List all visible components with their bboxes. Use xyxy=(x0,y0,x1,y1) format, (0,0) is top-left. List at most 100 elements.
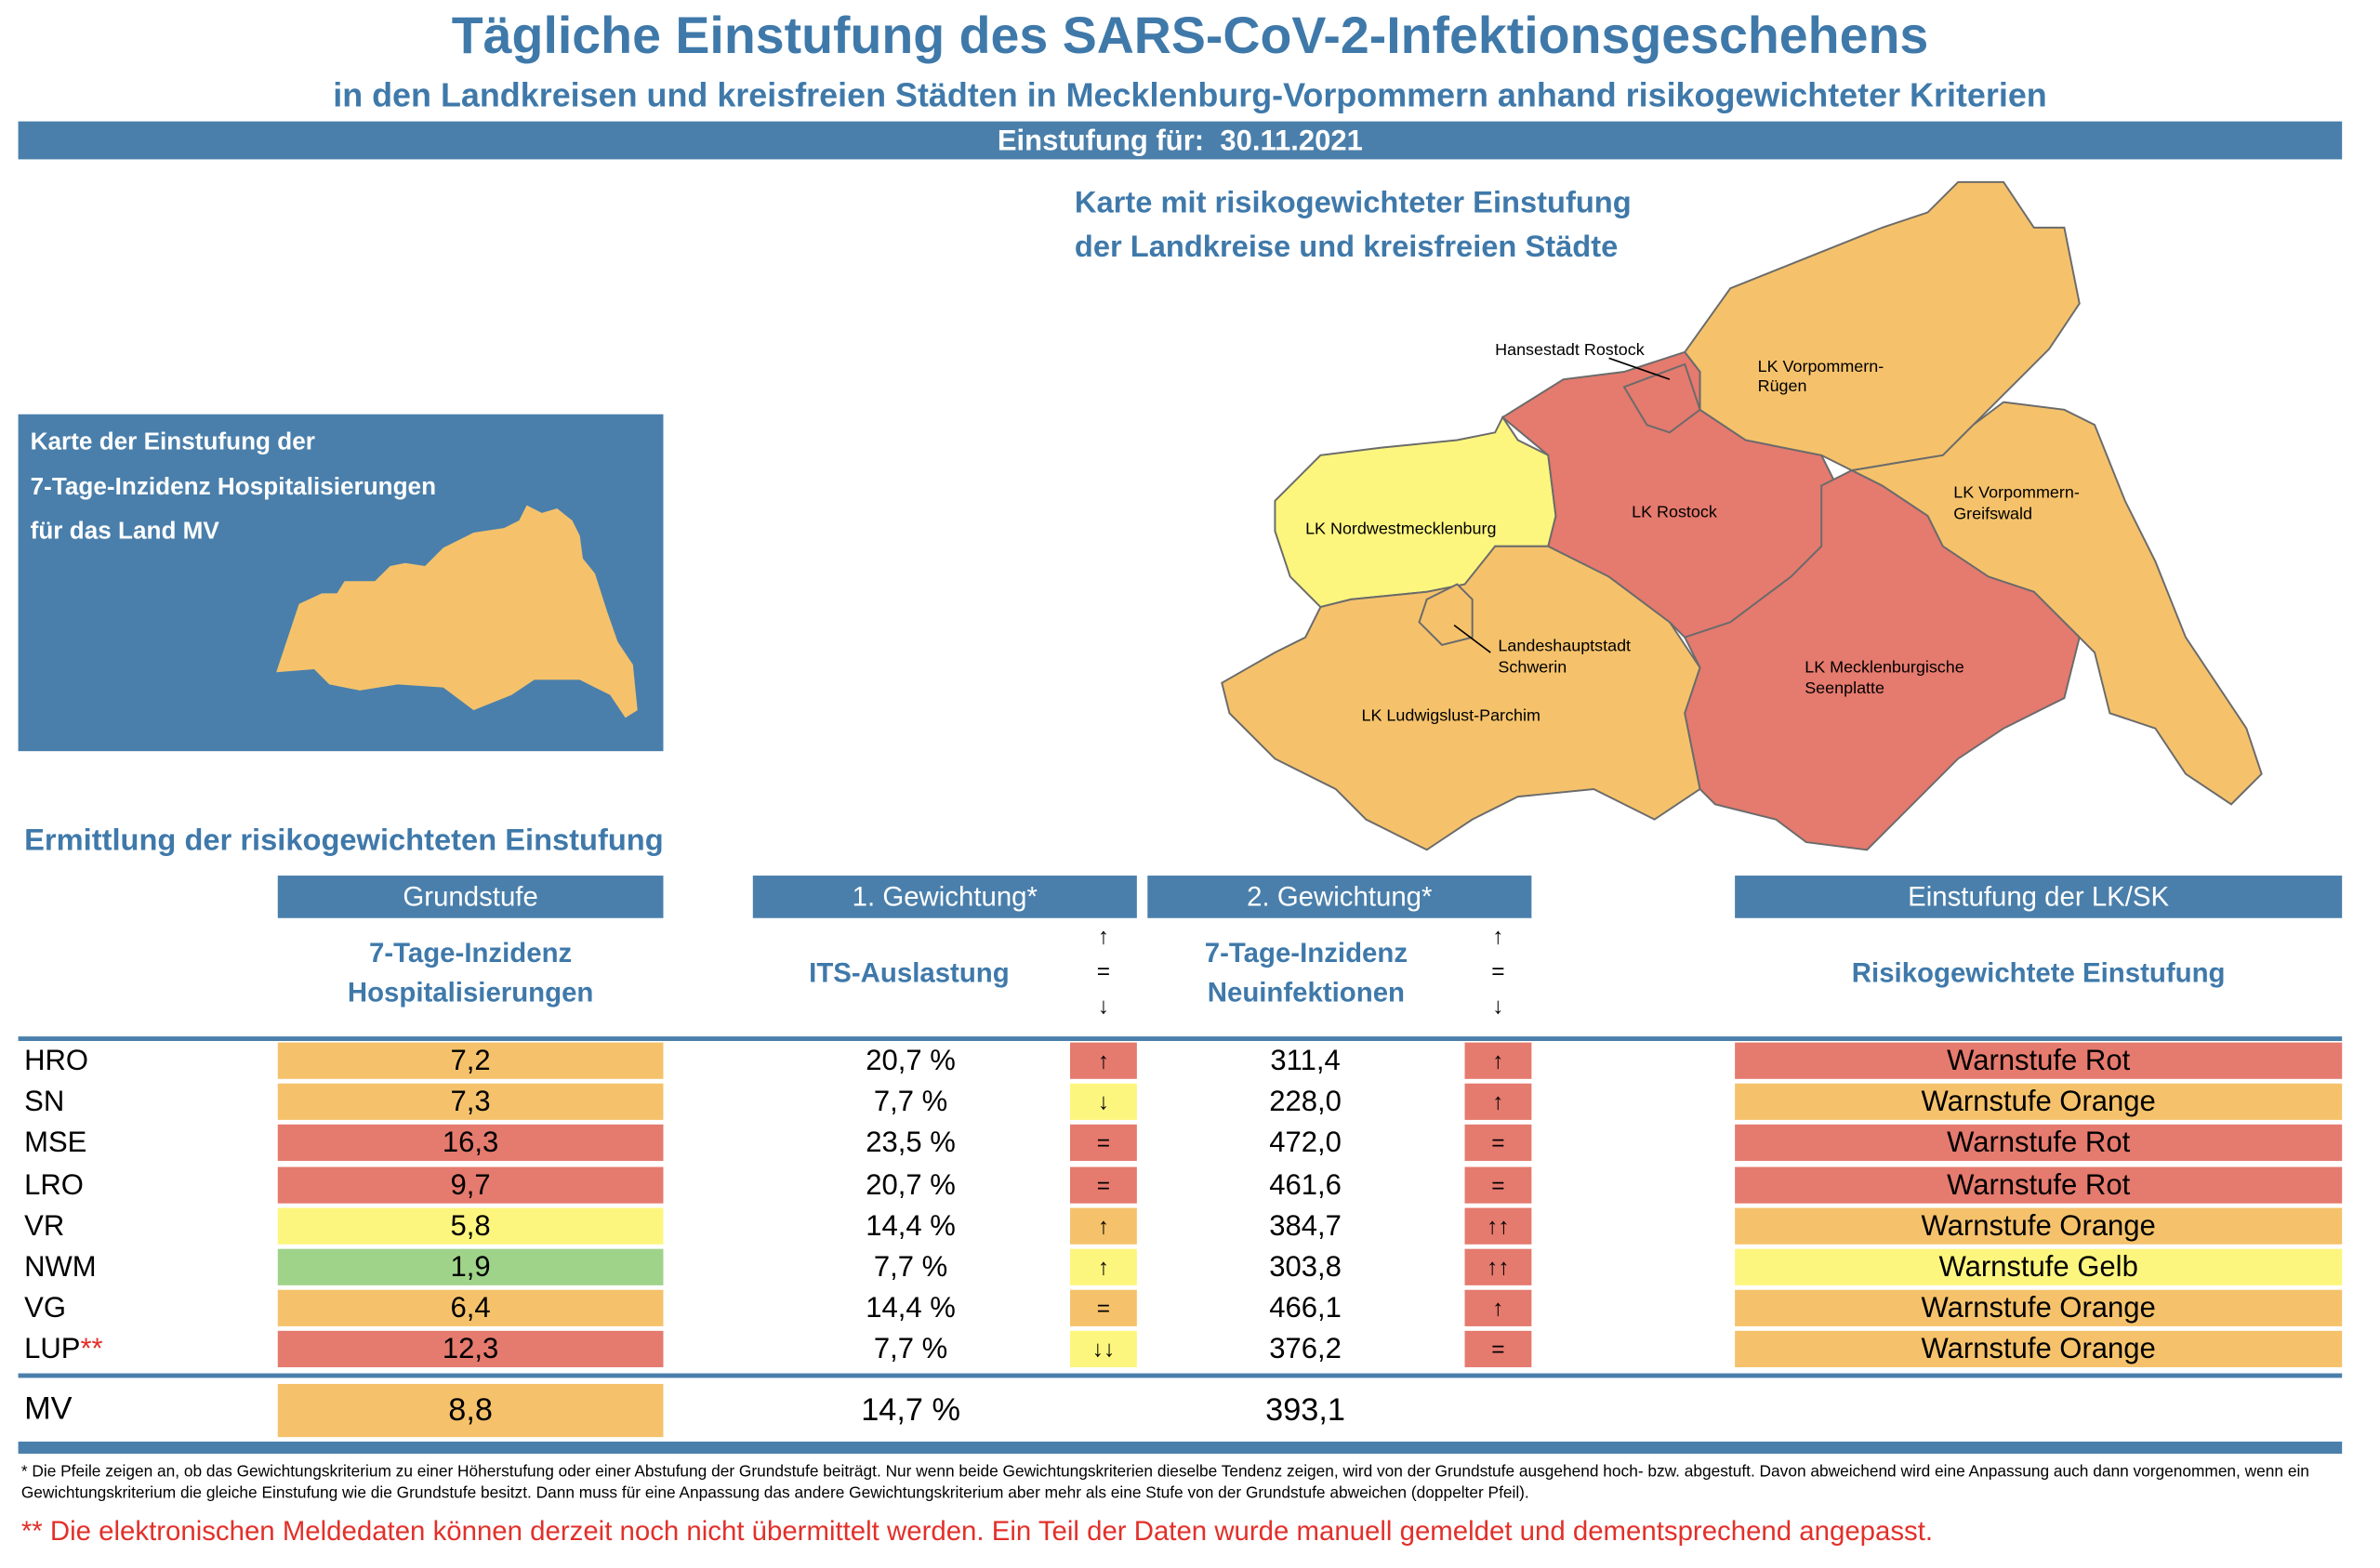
subtitle: in den Landkreisen und kreisfreien Städt… xyxy=(333,75,2047,114)
hosp-cell: 5,8 xyxy=(277,1207,664,1245)
total-its: 14,7 % xyxy=(861,1392,960,1429)
small-map-title-line: für das Land MV xyxy=(30,519,219,546)
inzidenz-value: 384,7 xyxy=(1269,1210,1342,1243)
its-value: 7,7 % xyxy=(873,1087,948,1119)
small-map-title-line: 7-Tage-Inzidenz Hospitalisierungen xyxy=(30,474,437,500)
subheader: Hospitalisierungen xyxy=(347,977,594,1008)
small-map-shape xyxy=(276,505,638,718)
inz-trend: ↑ xyxy=(1464,1042,1532,1079)
group-header: 1. Gewichtung* xyxy=(752,876,1137,918)
date-label: Einstufung für: xyxy=(997,125,1205,158)
hosp-cell: 9,7 xyxy=(277,1166,664,1204)
inzidenz-value: 376,2 xyxy=(1269,1334,1342,1367)
row-code: LUP** xyxy=(24,1334,103,1367)
title: Tägliche Einstufung des SARS-CoV-2-Infek… xyxy=(451,7,1929,66)
hosp-cell: 7,2 xyxy=(277,1042,664,1079)
inzidenz-value: 311,4 xyxy=(1270,1045,1341,1078)
map-title-line: Karte mit risikogewichteter Einstufung xyxy=(1074,186,1632,220)
hosp-cell: 7,3 xyxy=(277,1084,664,1121)
total-hosp: 8,8 xyxy=(277,1383,664,1438)
date: 30.11.2021 xyxy=(1220,125,1363,158)
row-code: LRO xyxy=(24,1169,84,1202)
region-label: Greifswald xyxy=(1953,504,2032,522)
region xyxy=(1221,545,1701,851)
subheader: 7-Tage-Inzidenz xyxy=(368,937,573,968)
level-cell: Warnstufe Rot xyxy=(1735,1166,2343,1204)
total-inzidenz: 393,1 xyxy=(1265,1392,1345,1429)
rule xyxy=(18,1036,2343,1041)
hosp-cell: 6,4 xyxy=(277,1290,664,1327)
region xyxy=(1683,469,2081,851)
rule xyxy=(18,1442,2343,1455)
small-map xyxy=(276,505,638,718)
inz-trend: ↑ xyxy=(1464,1084,1532,1121)
trend-legend: = xyxy=(1491,958,1505,985)
region-label: LK Rostock xyxy=(1632,503,1717,521)
inz-trend: = xyxy=(1464,1125,1532,1162)
small-map-title: Karte der Einstufung der 7-Tage-Inzidenz… xyxy=(31,420,436,554)
its-trend: ↑ xyxy=(1070,1207,1137,1245)
its-trend: ↑ xyxy=(1070,1248,1137,1285)
section-title: Ermittlung der risikogewichteten Einstuf… xyxy=(24,824,664,858)
its-value: 20,7 % xyxy=(866,1169,956,1202)
group-header: 2. Gewichtung* xyxy=(1147,876,1532,918)
its-value: 7,7 % xyxy=(873,1334,948,1367)
inz-trend: ↑↑ xyxy=(1464,1207,1532,1245)
footnote-red: ** Die elektronischen Meldedaten können … xyxy=(20,1516,1934,1547)
trend-legend: ↓ xyxy=(1097,994,1110,1021)
region-label: Seenplatte xyxy=(1805,679,1884,697)
its-value: 14,4 % xyxy=(866,1210,956,1243)
row-code: MSE xyxy=(24,1127,87,1160)
subheader: ITS-Auslastung xyxy=(809,957,1010,988)
map-title: Karte mit risikogewichteter Einstufung d… xyxy=(1075,182,1632,270)
its-trend: = xyxy=(1070,1125,1137,1162)
row-code: HRO xyxy=(24,1045,89,1078)
its-value: 7,7 % xyxy=(873,1251,948,1285)
subheader: Risikogewichtete Einstufung xyxy=(1851,957,2226,988)
subheader: 7-Tage-Inzidenz xyxy=(1204,937,1408,968)
region xyxy=(1684,180,2081,472)
inz-trend: ↑ xyxy=(1464,1290,1532,1327)
its-trend: = xyxy=(1070,1166,1137,1204)
region xyxy=(1622,362,1701,434)
hosp-cell: 1,9 xyxy=(277,1248,664,1285)
its-value: 20,7 % xyxy=(866,1045,956,1078)
region-label: Schwerin xyxy=(1498,657,1567,676)
trend-legend: = xyxy=(1096,958,1111,985)
total-code: MV xyxy=(24,1391,73,1427)
hosp-cell: 12,3 xyxy=(277,1331,664,1368)
level-cell: Warnstufe Orange xyxy=(1735,1331,2343,1368)
small-map-box: Karte der Einstufung der 7-Tage-Inzidenz… xyxy=(18,414,664,752)
region-label: Rügen xyxy=(1758,376,1807,395)
region-label: LK Ludwigslust-Parchim xyxy=(1361,706,1540,725)
region-label: Hansestadt Rostock xyxy=(1495,340,1645,359)
level-cell: Warnstufe Gelb xyxy=(1735,1248,2343,1285)
row-note: ** xyxy=(80,1334,103,1367)
leader-line xyxy=(1608,357,1671,380)
row-code: NWM xyxy=(24,1251,97,1285)
level-cell: Warnstufe Orange xyxy=(1735,1084,2343,1121)
small-map-title-line: Karte der Einstufung der xyxy=(30,429,315,455)
footnote: * Die Pfeile zeigen an, ob das Gewichtun… xyxy=(20,1462,2309,1503)
group-header: Einstufung der LK/SK xyxy=(1735,876,2343,918)
its-value: 14,4 % xyxy=(866,1293,956,1325)
region-label: LK Nordwestmecklenburg xyxy=(1305,520,1496,538)
level-cell: Warnstufe Orange xyxy=(1735,1207,2343,1245)
level-cell: Warnstufe Orange xyxy=(1735,1290,2343,1327)
trend-legend: ↑ xyxy=(1097,924,1110,951)
region-label: LK Vorpommern- xyxy=(1953,483,2080,502)
inz-trend: = xyxy=(1464,1166,1532,1204)
its-value: 23,5 % xyxy=(866,1127,956,1160)
inz-trend: ↑↑ xyxy=(1464,1248,1532,1285)
row-code: VR xyxy=(24,1210,65,1243)
its-trend: ↓↓ xyxy=(1070,1331,1137,1368)
level-cell: Warnstufe Rot xyxy=(1735,1125,2343,1162)
rule xyxy=(18,1373,2343,1378)
level-cell: Warnstufe Rot xyxy=(1735,1042,2343,1079)
region-label: LK Mecklenburgische xyxy=(1805,657,1964,676)
row-code: VG xyxy=(24,1293,66,1325)
inzidenz-value: 303,8 xyxy=(1269,1251,1342,1285)
